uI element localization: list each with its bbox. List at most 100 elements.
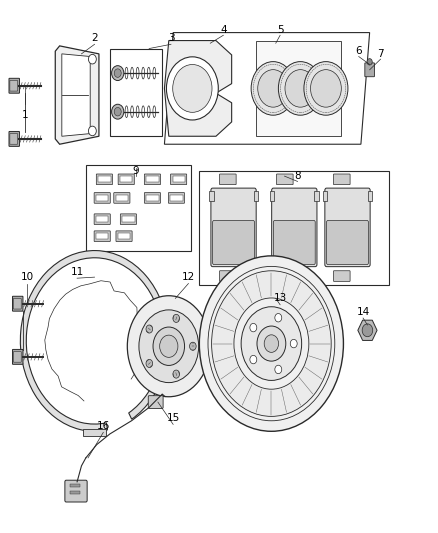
Bar — [86, 165, 191, 251]
FancyBboxPatch shape — [148, 395, 163, 408]
FancyBboxPatch shape — [325, 188, 370, 266]
FancyBboxPatch shape — [212, 221, 254, 264]
FancyBboxPatch shape — [13, 298, 21, 309]
Text: 12: 12 — [182, 272, 195, 282]
FancyBboxPatch shape — [219, 174, 236, 184]
FancyBboxPatch shape — [96, 174, 113, 184]
FancyBboxPatch shape — [94, 192, 110, 203]
Bar — [170, 195, 183, 201]
Text: 13: 13 — [273, 293, 287, 303]
FancyBboxPatch shape — [170, 174, 187, 184]
FancyBboxPatch shape — [9, 78, 19, 93]
Text: 4: 4 — [220, 25, 227, 35]
FancyBboxPatch shape — [365, 63, 374, 77]
Bar — [116, 195, 128, 201]
Bar — [146, 176, 159, 182]
Circle shape — [311, 70, 341, 107]
Circle shape — [88, 54, 96, 64]
Circle shape — [173, 314, 180, 322]
Text: 16: 16 — [97, 421, 110, 431]
Circle shape — [112, 66, 124, 80]
Circle shape — [367, 59, 372, 65]
Text: 10: 10 — [20, 272, 33, 282]
FancyBboxPatch shape — [65, 480, 87, 502]
Circle shape — [153, 327, 184, 366]
Bar — [199, 171, 389, 285]
FancyBboxPatch shape — [10, 80, 18, 91]
FancyBboxPatch shape — [211, 188, 256, 266]
Bar — [209, 191, 213, 201]
Polygon shape — [55, 46, 99, 144]
Polygon shape — [62, 54, 90, 136]
FancyBboxPatch shape — [10, 134, 18, 144]
Bar — [173, 176, 185, 182]
Bar — [98, 176, 110, 182]
Text: 14: 14 — [357, 306, 370, 317]
Bar — [120, 176, 132, 182]
Circle shape — [275, 365, 282, 374]
Circle shape — [251, 62, 295, 115]
FancyBboxPatch shape — [273, 221, 315, 264]
Circle shape — [173, 64, 212, 112]
Circle shape — [190, 342, 196, 350]
Bar — [83, 430, 106, 436]
Polygon shape — [164, 41, 232, 136]
FancyBboxPatch shape — [118, 174, 134, 184]
Circle shape — [127, 296, 210, 397]
Polygon shape — [164, 33, 370, 144]
Circle shape — [88, 126, 96, 136]
Circle shape — [166, 57, 218, 120]
Text: 9: 9 — [133, 166, 139, 176]
FancyBboxPatch shape — [145, 192, 160, 203]
Bar — [146, 195, 159, 201]
Circle shape — [212, 271, 331, 416]
Text: 11: 11 — [71, 267, 84, 277]
Bar — [254, 191, 258, 201]
Circle shape — [241, 307, 302, 381]
FancyBboxPatch shape — [168, 192, 184, 203]
FancyBboxPatch shape — [276, 174, 293, 184]
Circle shape — [250, 324, 257, 332]
FancyBboxPatch shape — [94, 231, 110, 241]
Circle shape — [264, 335, 279, 352]
Circle shape — [257, 326, 286, 361]
Bar — [110, 49, 162, 136]
Circle shape — [258, 70, 289, 107]
Bar — [70, 491, 80, 494]
Circle shape — [114, 108, 121, 116]
Bar — [118, 233, 130, 239]
Circle shape — [285, 70, 316, 107]
FancyBboxPatch shape — [333, 174, 350, 184]
Text: 15: 15 — [166, 413, 180, 423]
Bar — [256, 41, 341, 136]
Circle shape — [139, 310, 199, 383]
Circle shape — [290, 340, 297, 348]
Circle shape — [279, 62, 322, 115]
Bar — [70, 484, 80, 487]
FancyBboxPatch shape — [12, 350, 23, 365]
Circle shape — [362, 324, 373, 337]
Circle shape — [160, 335, 178, 357]
Circle shape — [304, 62, 348, 115]
FancyBboxPatch shape — [12, 296, 23, 311]
Bar — [96, 233, 108, 239]
FancyBboxPatch shape — [333, 271, 350, 281]
FancyBboxPatch shape — [94, 214, 110, 224]
FancyBboxPatch shape — [276, 271, 293, 281]
Bar — [96, 216, 108, 222]
FancyBboxPatch shape — [145, 174, 160, 184]
Bar — [122, 216, 134, 222]
Text: 6: 6 — [355, 46, 362, 56]
Circle shape — [234, 298, 309, 389]
Circle shape — [173, 370, 180, 378]
FancyBboxPatch shape — [116, 231, 132, 241]
Circle shape — [199, 256, 343, 431]
FancyBboxPatch shape — [9, 132, 19, 147]
Text: 7: 7 — [377, 49, 384, 59]
Bar — [270, 191, 274, 201]
Text: 2: 2 — [91, 33, 98, 43]
Circle shape — [146, 359, 153, 367]
Circle shape — [275, 313, 282, 322]
FancyBboxPatch shape — [114, 192, 130, 203]
Wedge shape — [20, 251, 169, 431]
